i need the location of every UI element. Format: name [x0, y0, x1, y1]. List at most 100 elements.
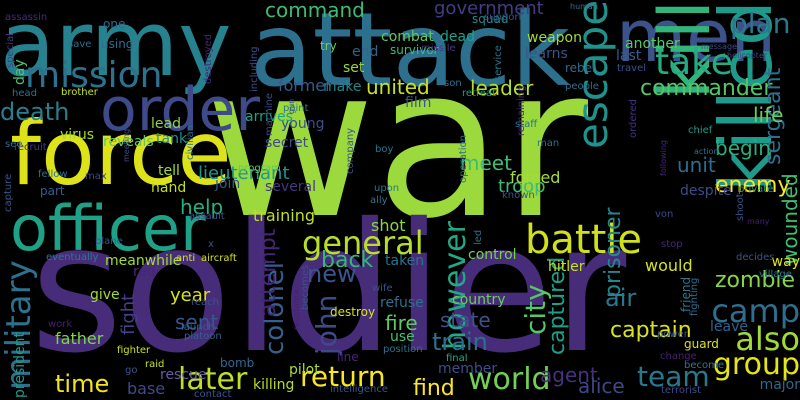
word-film: film	[405, 95, 432, 111]
word-year: year	[170, 285, 211, 306]
word-use: use	[390, 329, 415, 345]
word-reveals: reveals	[103, 134, 154, 150]
word-attempt: attempt	[256, 228, 281, 317]
word-becomes: becomes	[300, 264, 311, 310]
word-civilian: civilian	[185, 125, 196, 160]
word-lieutenant: lieutenant	[198, 163, 290, 184]
word-man: man	[537, 138, 560, 149]
word-captain: captain	[610, 318, 692, 343]
word-red: red	[133, 264, 156, 280]
word-shoot: shoot	[735, 193, 746, 221]
word-ordered: ordered	[628, 99, 639, 138]
word-set: set	[343, 60, 365, 76]
word-soldier: soldier	[30, 185, 627, 392]
word-part: part	[40, 184, 65, 198]
word-support: support	[484, 12, 523, 23]
word-shot: shot	[371, 216, 406, 235]
word-see: see	[5, 139, 23, 150]
word-fellow: fellow	[38, 169, 68, 180]
word-gun: gun	[287, 98, 296, 114]
word-bomb: bomb	[220, 356, 255, 370]
word-staff: staff	[515, 119, 538, 130]
word-commander: commander	[640, 76, 773, 101]
word-mission: mission	[25, 55, 163, 96]
word-missile: missile	[421, 43, 456, 54]
word-end: end	[352, 44, 379, 60]
word-save: save	[68, 39, 92, 50]
word-force: force	[10, 102, 232, 205]
word-guard: guard	[684, 337, 719, 351]
word-eventually: eventually	[46, 252, 99, 263]
word-president: president	[12, 332, 28, 398]
word-service: service	[493, 45, 504, 81]
word-company: company	[345, 127, 356, 174]
word-power: power	[657, 329, 688, 340]
word-john: john	[310, 294, 343, 355]
word-reach: reach	[191, 297, 220, 308]
word-private: private	[738, 184, 774, 195]
word-ally: ally	[370, 195, 388, 206]
word-many: many	[747, 217, 770, 226]
word-despite: despite	[680, 183, 732, 199]
word-army: army	[0, 0, 232, 97]
word-rescue: rescue	[160, 367, 207, 383]
word-head: head	[12, 88, 37, 99]
word-wife: wife	[372, 283, 393, 294]
word-taken: taken	[385, 253, 425, 269]
word-led: led	[473, 229, 484, 245]
word-leave: leave	[710, 319, 748, 335]
word-final: final	[446, 353, 468, 364]
word-world: world	[468, 362, 551, 397]
word-brother: brother	[61, 87, 98, 98]
word-country: country	[452, 292, 506, 308]
word-try: try	[320, 39, 337, 53]
word-retreat: retreat	[462, 88, 497, 99]
word-learns: learns	[525, 46, 568, 62]
word-village: village	[759, 269, 792, 280]
word-fighting: fighting	[689, 277, 700, 316]
word-enemy: enemy	[715, 173, 791, 198]
word-order: order	[100, 75, 260, 145]
word-boy: boy	[375, 144, 394, 155]
word-capture: capture	[3, 173, 14, 212]
word-killing: killing	[253, 377, 295, 393]
word-former: former	[278, 76, 332, 95]
word-chief: chief	[688, 125, 713, 136]
word-attack: attack	[250, 0, 571, 110]
word-battle: battle	[525, 217, 642, 263]
word-pilot: pilot	[289, 362, 320, 378]
word-following: following	[659, 140, 668, 176]
word-time: time	[55, 370, 110, 398]
word-another: another	[625, 36, 680, 52]
word-hand: hand	[151, 180, 187, 196]
word-base: base	[127, 379, 166, 398]
word-von: von	[655, 209, 674, 220]
word-train: train	[432, 328, 488, 356]
word-squad: squad	[472, 12, 509, 26]
word-special: special	[5, 33, 16, 68]
word-member: member	[438, 361, 498, 377]
word-point: point	[283, 103, 309, 114]
word-fire: fire	[385, 311, 418, 335]
word-assassin: assassin	[5, 12, 48, 23]
word-camp: camp	[711, 292, 800, 330]
word-take: take	[655, 42, 733, 83]
word-refuse: refuse	[380, 295, 424, 311]
word-way: way	[771, 254, 800, 270]
word-last: last	[616, 48, 642, 64]
word-meeting: meeting	[122, 128, 131, 162]
word-plan: plan	[730, 7, 791, 40]
word-state: state	[440, 308, 491, 332]
word-dead: dead	[440, 29, 475, 45]
word-upon: upon	[374, 183, 400, 194]
word-line: line	[337, 350, 359, 364]
word-meanwhile: meanwhile	[105, 253, 182, 269]
word-son: son	[444, 78, 462, 89]
word-position: position	[383, 344, 423, 355]
word-become: become	[684, 360, 725, 371]
word-back: back	[321, 248, 374, 273]
word-unit: unit	[677, 153, 716, 177]
word-wounded: wounded	[778, 173, 800, 265]
word-anti: anti	[176, 253, 196, 264]
word-life: life	[753, 103, 784, 127]
